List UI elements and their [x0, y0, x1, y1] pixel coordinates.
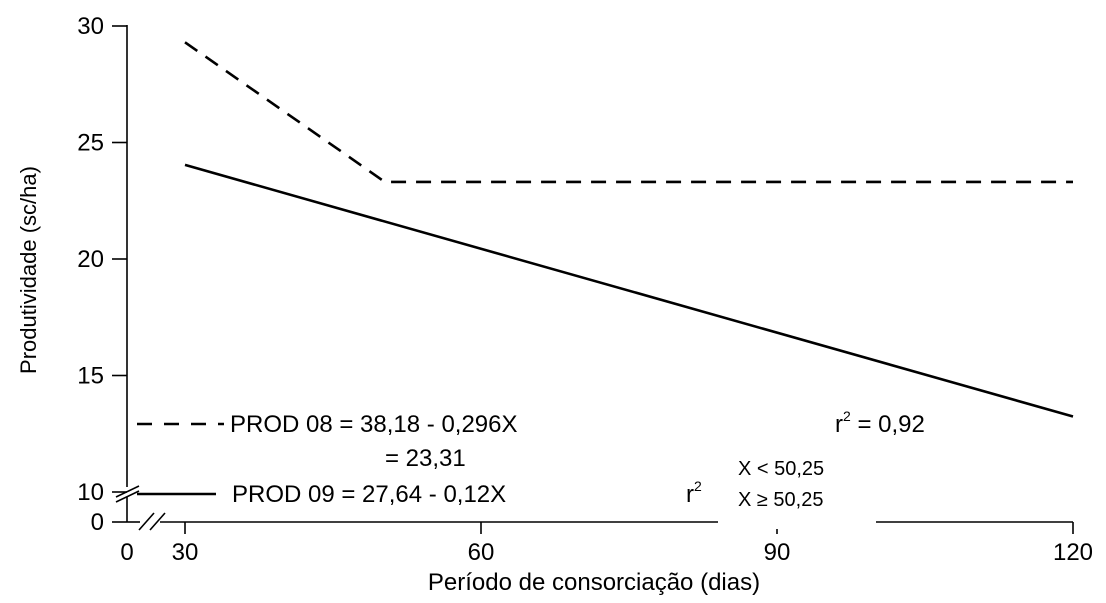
x-ticks: 0 30 60 90 120: [120, 522, 1093, 566]
r2-prod09-label: r: [686, 481, 694, 508]
legend-condition-ge: X ≥ 50,25: [738, 489, 823, 511]
series-line-prod09: [184, 163, 1074, 418]
legend: PROD 08 = 38,18 - 0,296X = 23,31 r2 = 0,…: [137, 408, 925, 529]
x-tick-label: 120: [1053, 539, 1093, 566]
x-tick-label: 30: [172, 539, 199, 566]
legend-r2-prod09: r2: [686, 478, 702, 508]
y-axis-break-2: [115, 490, 140, 503]
legend-equation-prod09: PROD 09 = 27,64 - 0,12X: [232, 481, 506, 508]
legend-equation-prod08-const: = 23,31: [385, 445, 466, 472]
x-axis-label: Período de consorciação (dias): [428, 569, 760, 596]
x-tick-label: 90: [764, 539, 791, 566]
legend-r2-prod08: r2 = 0,92: [835, 408, 925, 438]
y-axis-label: Produtividade (sc/ha): [16, 166, 41, 374]
legend-equation-prod08: PROD 08 = 38,18 - 0,296X: [230, 411, 518, 438]
x-axis-break-1: [138, 512, 155, 531]
y-tick-label: 20: [77, 246, 104, 273]
x-tick-label: 60: [468, 539, 495, 566]
y-tick-label: 10: [77, 479, 104, 506]
r2-prod08-sup: 2: [843, 408, 851, 424]
series: [184, 41, 1074, 418]
legend-condition-lt: X < 50,25: [738, 458, 824, 480]
x-axis-break-2: [149, 512, 166, 531]
y-tick-label: 25: [77, 130, 104, 157]
axes: [115, 25, 1073, 531]
legend-mask: [718, 517, 876, 529]
y-tick-label: 30: [77, 13, 104, 40]
y-ticks: 0 10 15 20 25 30: [77, 13, 127, 536]
r2-prod09-sup: 2: [694, 478, 702, 494]
y-tick-label: 15: [77, 363, 104, 390]
y-tick-label: 0: [91, 509, 104, 536]
x-tick-label: 0: [120, 539, 133, 566]
series-line-prod08: [184, 41, 1073, 184]
r2-prod08-value: = 0,92: [851, 411, 925, 438]
y-axis-break-1: [115, 485, 140, 498]
r2-prod08-label: r: [835, 411, 843, 438]
